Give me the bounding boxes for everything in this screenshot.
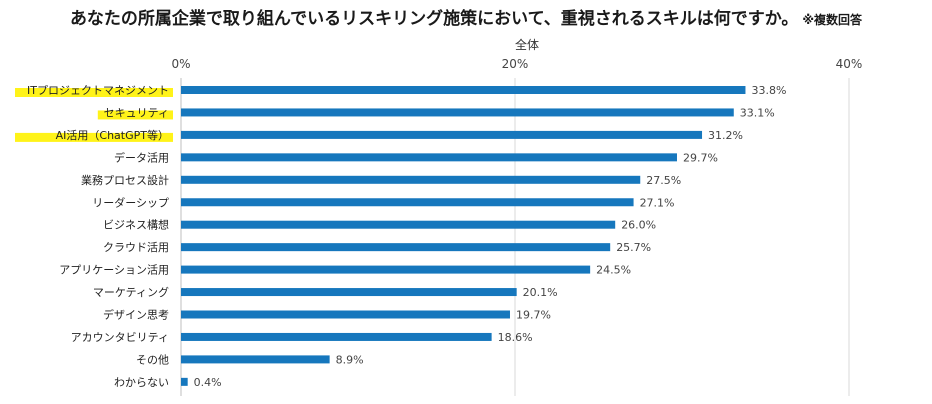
bar bbox=[181, 332, 492, 341]
data-label: 26.0% bbox=[621, 219, 656, 232]
bar bbox=[181, 130, 703, 139]
category-highlight bbox=[15, 132, 173, 142]
category-label: リーダーシップ bbox=[92, 195, 169, 209]
category-label: ビジネス構想 bbox=[103, 218, 169, 232]
category-label: クラウド活用 bbox=[103, 241, 169, 254]
category-label: ITプロジェクトマネジメント bbox=[27, 84, 169, 97]
category-highlight bbox=[97, 110, 173, 120]
chart-title-text: あなたの所属企業で取り組んでいるリスキリング施策において、重視されるスキルは何で… bbox=[69, 9, 799, 29]
bar bbox=[181, 288, 517, 297]
category-highlight bbox=[15, 88, 173, 97]
x-tick-label: 20% bbox=[502, 57, 529, 71]
chart-title-note: ※複数回答 bbox=[802, 13, 863, 27]
data-label: 18.6% bbox=[498, 331, 533, 344]
data-label: 31.2% bbox=[708, 129, 743, 142]
category-label: わからない bbox=[114, 376, 169, 389]
category-label: データ活用 bbox=[114, 150, 169, 164]
category-label: マーケティング bbox=[93, 285, 169, 299]
category-label: アカウンタビリティ bbox=[71, 331, 169, 344]
series-label: 全体 bbox=[515, 37, 539, 52]
category-label: セキュリティ bbox=[104, 106, 169, 119]
category-label: AI活用（ChatGPT等） bbox=[56, 128, 169, 142]
category-label: デザイン思考 bbox=[103, 308, 169, 322]
category-label: アプリケーション活用 bbox=[59, 264, 169, 277]
bar bbox=[181, 265, 591, 274]
x-tick-label: 40% bbox=[836, 57, 863, 71]
data-label: 25.7% bbox=[616, 241, 651, 254]
bar bbox=[181, 86, 746, 94]
chart-title: あなたの所属企業で取り組んでいるリスキリング施策において、重視されるスキルは何で… bbox=[0, 4, 932, 29]
bar bbox=[181, 153, 677, 162]
data-label: 0.4% bbox=[194, 376, 222, 389]
bar bbox=[181, 220, 616, 229]
data-label: 27.1% bbox=[640, 196, 675, 209]
data-label: 33.8% bbox=[751, 84, 786, 97]
data-label: 19.7% bbox=[516, 309, 551, 322]
bar bbox=[181, 243, 611, 252]
data-label: 29.7% bbox=[683, 151, 718, 164]
data-label: 8.9% bbox=[336, 353, 364, 366]
x-tick-label: 0% bbox=[171, 57, 190, 71]
category-label: その他 bbox=[136, 353, 169, 366]
bar bbox=[181, 377, 188, 386]
data-label: 33.1% bbox=[740, 106, 775, 119]
bar bbox=[181, 310, 510, 319]
bar bbox=[181, 108, 734, 117]
bar bbox=[181, 198, 634, 207]
data-label: 27.5% bbox=[646, 174, 681, 187]
bar bbox=[181, 355, 330, 364]
category-label: 業務プロセス設計 bbox=[81, 173, 169, 187]
data-label: 20.1% bbox=[523, 286, 558, 299]
bar bbox=[181, 175, 641, 184]
data-label: 24.5% bbox=[596, 264, 631, 277]
